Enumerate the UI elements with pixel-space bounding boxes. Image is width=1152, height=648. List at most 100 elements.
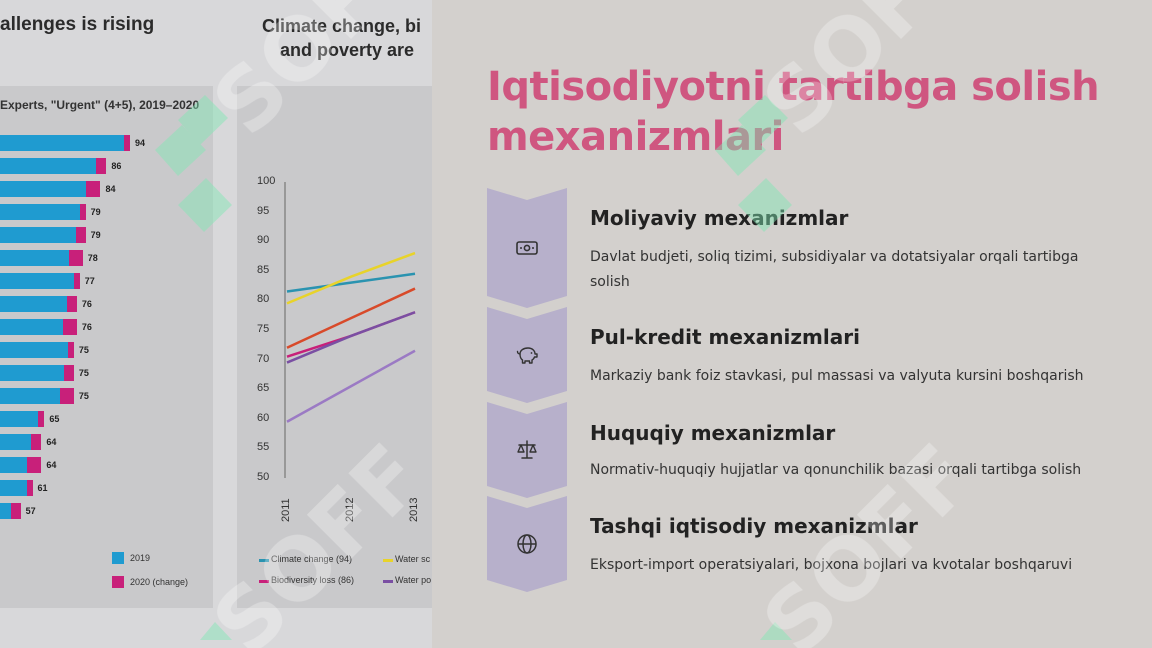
- x-tick-label: 2011: [280, 498, 292, 522]
- chart-left-title: allenges is rising: [0, 14, 155, 35]
- legend-swatch: [259, 580, 269, 583]
- bar-value-label: 75: [78, 391, 89, 401]
- bar-2019: [0, 480, 27, 496]
- bar-2019: [0, 296, 67, 312]
- y-tick-label: 85: [257, 263, 270, 276]
- bar-2019: [0, 273, 74, 289]
- chevron-step-1: [487, 188, 567, 308]
- bar-value-label: 79: [90, 207, 101, 217]
- chevron-step-4: [487, 496, 567, 592]
- x-tick-label: 2012: [344, 497, 356, 522]
- bar-value-label: 79: [90, 230, 101, 240]
- y-tick-label: 100: [257, 175, 276, 187]
- series-line: [286, 349, 416, 423]
- bar-2019: [0, 250, 69, 266]
- bar-value-label: 76: [81, 299, 92, 309]
- bar-value-label: 64: [46, 460, 57, 470]
- legend-swatch: [383, 559, 393, 562]
- legend-label: Biodiversity loss (86): [271, 575, 355, 585]
- y-tick-label: 95: [257, 204, 270, 217]
- bar-2019: [0, 388, 60, 404]
- series-line: [286, 287, 416, 349]
- chevron-step-3: [487, 402, 567, 498]
- legend-swatch: [112, 576, 124, 588]
- bar-2020-change: [31, 434, 42, 450]
- bar-2020-change: [10, 503, 21, 519]
- y-tick-label: 65: [257, 382, 270, 395]
- bar-value-label: 76: [81, 322, 92, 332]
- bar-value-label: 75: [78, 368, 89, 378]
- bar-chart-panel: Experts, "Urgent" (4+5), 2019–2020 94 86 8…: [0, 86, 213, 608]
- bar-2020-change: [86, 181, 101, 197]
- legend-label: Climate change (94): [271, 554, 353, 564]
- bar-value-label: 84: [105, 184, 116, 194]
- y-tick-label: 55: [257, 441, 270, 454]
- item-description-foreign-economic: Eksport-import operatsiyalari, bojxona b…: [590, 557, 1073, 573]
- line-chart-plot: [284, 182, 416, 478]
- y-tick-label: 50: [257, 471, 270, 483]
- bar-2020-change: [27, 457, 42, 473]
- chart-right-title: Climate change, bi and poverty are: [262, 14, 421, 62]
- bar-2019: [0, 135, 124, 151]
- bar-value-label: 65: [49, 414, 60, 424]
- item-heading-financial: Moliyaviy mexanizmlar: [590, 206, 849, 230]
- bar-2020-change: [67, 342, 74, 358]
- chart-right-title-line2: and poverty are: [280, 40, 415, 60]
- bar-2019: [0, 227, 76, 243]
- bar-2020-change: [79, 204, 86, 220]
- bar-value-label: 61: [37, 483, 48, 493]
- item-heading-foreign-economic: Tashqi iqtisodiy mexanizmlar: [590, 514, 918, 538]
- series-line: [286, 251, 416, 305]
- series-line: [286, 311, 416, 364]
- item-description-financial: Davlat budjeti, soliq tizimi, subsidiyal…: [590, 249, 1079, 290]
- bar-2019: [0, 319, 63, 335]
- x-tick-label: 2013: [408, 497, 420, 522]
- bar-value-label: 64: [46, 437, 57, 447]
- bar-2020-change: [73, 273, 80, 289]
- piggy-bank-icon: [516, 347, 538, 364]
- chevron-step-2: [487, 307, 567, 403]
- bar-2019: [0, 503, 11, 519]
- bar-value-label: 75: [78, 345, 89, 355]
- series-line: [286, 272, 416, 293]
- y-tick-label: 80: [257, 293, 270, 306]
- bar-2020-change: [75, 227, 86, 243]
- bar-2019: [0, 342, 68, 358]
- bar-2020-change: [26, 480, 33, 496]
- item-description-monetary: Markaziy bank foiz stavkasi, pul massasi…: [590, 368, 1084, 384]
- item-description-legal: Normativ-huquqiy hujjatlar va qonunchili…: [590, 462, 1082, 478]
- legend-label: 2019: [130, 553, 151, 563]
- bar-chart-subtitle: Experts, "Urgent" (4+5), 2019–2020: [0, 98, 200, 112]
- bar-2019: [0, 181, 87, 197]
- globe-icon: [517, 534, 537, 554]
- line-chart-panel: 100 95 90 85 80 75 70 65 60 55 50 2011 2012 2013 Cli…: [237, 86, 432, 608]
- bar-2020-change: [63, 365, 74, 381]
- banknote-icon: [516, 241, 538, 255]
- legend-label: Water sc: [395, 554, 431, 564]
- slide-title: Iqtisodiyotni tartibga solish mexanizmla…: [487, 64, 1100, 160]
- bar-2019: [0, 457, 28, 473]
- bar-2020-change: [66, 296, 77, 312]
- legend-label: 2020 (change): [130, 577, 189, 587]
- bar-2019: [0, 411, 39, 427]
- bar-2019: [0, 158, 97, 174]
- bar-2020-change: [59, 388, 74, 404]
- bar-value-label: 57: [25, 506, 36, 516]
- bar-value-label: 86: [111, 161, 122, 171]
- y-tick-label: 70: [257, 352, 270, 365]
- y-tick-label: 60: [257, 411, 270, 424]
- bar-2019: [0, 204, 80, 220]
- bar-2020-change: [38, 411, 45, 427]
- bar-2019: [0, 434, 32, 450]
- y-tick-label: 90: [257, 234, 270, 247]
- bar-2020-change: [96, 158, 107, 174]
- bar-2020-change: [62, 319, 77, 335]
- bar-2019: [0, 365, 64, 381]
- legend-label: Water po: [395, 575, 432, 585]
- item-heading-legal: Huquqiy mexanizmlar: [590, 421, 836, 445]
- bar-value-label: 94: [135, 138, 146, 148]
- bar-2020-change: [124, 135, 130, 151]
- bar-value-label: 77: [84, 276, 95, 286]
- background-chart-image: allenges is rising Climate change, bi an…: [0, 0, 432, 648]
- chart-right-title-line1: Climate change, bi: [262, 16, 422, 36]
